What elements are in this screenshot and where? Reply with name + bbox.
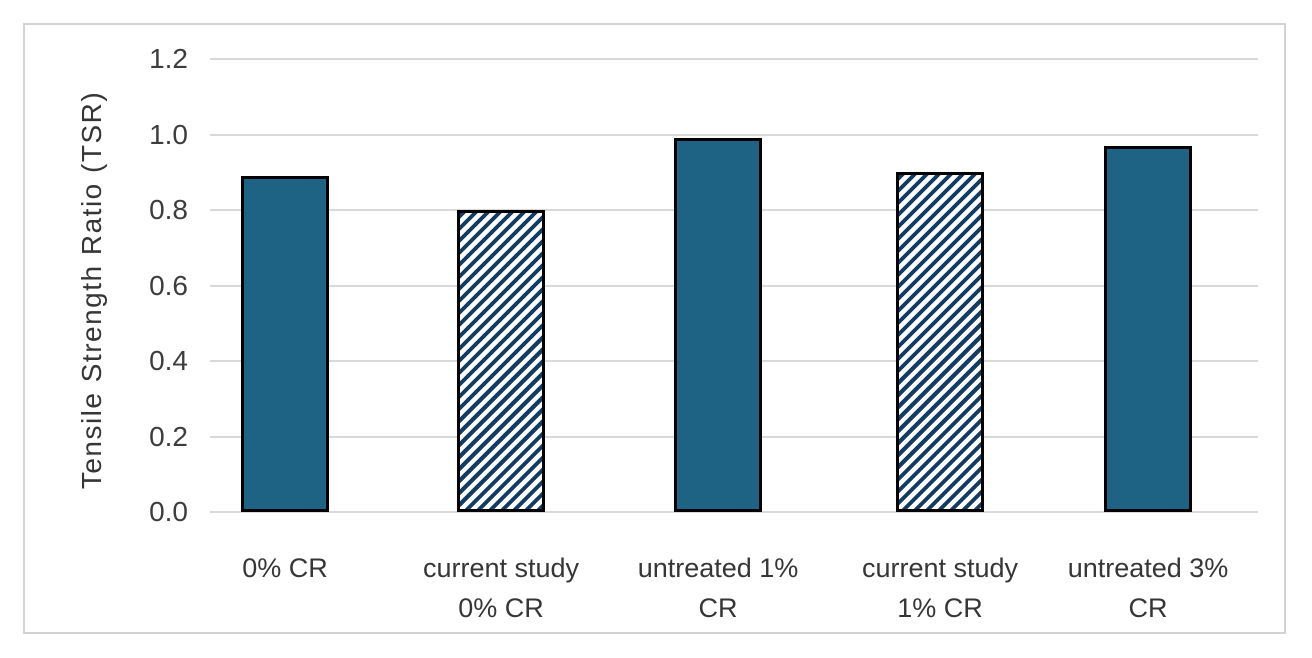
bar-solid bbox=[674, 138, 762, 512]
gridline bbox=[210, 58, 1258, 60]
y-axis-tick-label: 0.2 bbox=[149, 420, 188, 452]
y-axis-tick-label: 0.6 bbox=[149, 269, 188, 301]
chart-frame bbox=[23, 23, 1286, 634]
y-axis-tick-label: 1.0 bbox=[149, 118, 188, 150]
y-axis-tick-label: 0.0 bbox=[149, 496, 188, 527]
bar-hatched bbox=[457, 210, 545, 512]
x-axis-category-label: untreated 3% CR bbox=[1067, 553, 1229, 623]
x-axis-category-label: current study 0% CR bbox=[422, 553, 580, 623]
bar-solid bbox=[1104, 145, 1192, 512]
x-axis-category-label: current study 1% CR bbox=[861, 553, 1019, 623]
x-axis-category-label: untreated 1% CR bbox=[637, 553, 799, 623]
gridline bbox=[210, 133, 1258, 136]
bar-hatched bbox=[896, 172, 984, 512]
y-axis-tick-label: 0.4 bbox=[149, 345, 188, 376]
y-axis-tick-label: 1.2 bbox=[149, 43, 188, 74]
x-axis-category-label: 0% CR bbox=[242, 553, 328, 583]
y-axis-tick-label: 0.8 bbox=[149, 194, 188, 225]
gridline bbox=[210, 511, 1258, 513]
bar-solid bbox=[241, 176, 329, 512]
